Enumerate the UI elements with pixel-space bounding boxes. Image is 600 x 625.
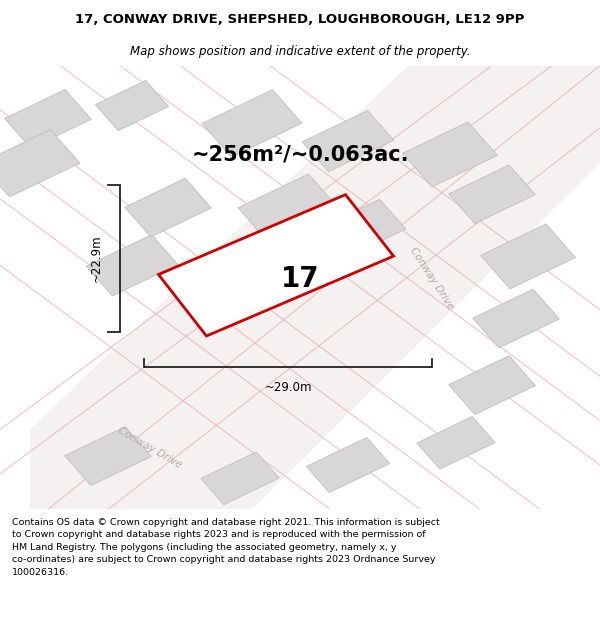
Polygon shape [0,129,80,197]
Polygon shape [449,165,535,224]
Text: ~22.9m: ~22.9m [89,235,103,282]
Text: Conway Drive: Conway Drive [116,425,184,469]
Polygon shape [481,224,575,289]
Text: Conway Drive: Conway Drive [408,246,456,312]
Polygon shape [95,81,169,131]
Polygon shape [125,178,211,237]
Polygon shape [449,356,535,414]
Polygon shape [5,89,91,148]
Text: ~29.0m: ~29.0m [264,381,312,394]
Text: Map shows position and indicative extent of the property.: Map shows position and indicative extent… [130,45,470,58]
Polygon shape [86,235,178,296]
Polygon shape [158,194,394,336]
Text: ~256m²/~0.063ac.: ~256m²/~0.063ac. [192,144,409,164]
Polygon shape [30,66,600,509]
Polygon shape [302,111,394,172]
Polygon shape [201,452,279,504]
Polygon shape [403,122,497,187]
Text: 17: 17 [281,264,319,292]
Text: Contains OS data © Crown copyright and database right 2021. This information is : Contains OS data © Crown copyright and d… [12,518,440,577]
Polygon shape [417,416,495,469]
Polygon shape [238,174,338,241]
Text: 17, CONWAY DRIVE, SHEPSHED, LOUGHBOROUGH, LE12 9PP: 17, CONWAY DRIVE, SHEPSHED, LOUGHBOROUGH… [76,13,524,26]
Polygon shape [314,199,406,261]
Polygon shape [473,289,559,348]
Polygon shape [202,89,302,157]
Polygon shape [307,438,389,493]
Polygon shape [65,427,151,486]
